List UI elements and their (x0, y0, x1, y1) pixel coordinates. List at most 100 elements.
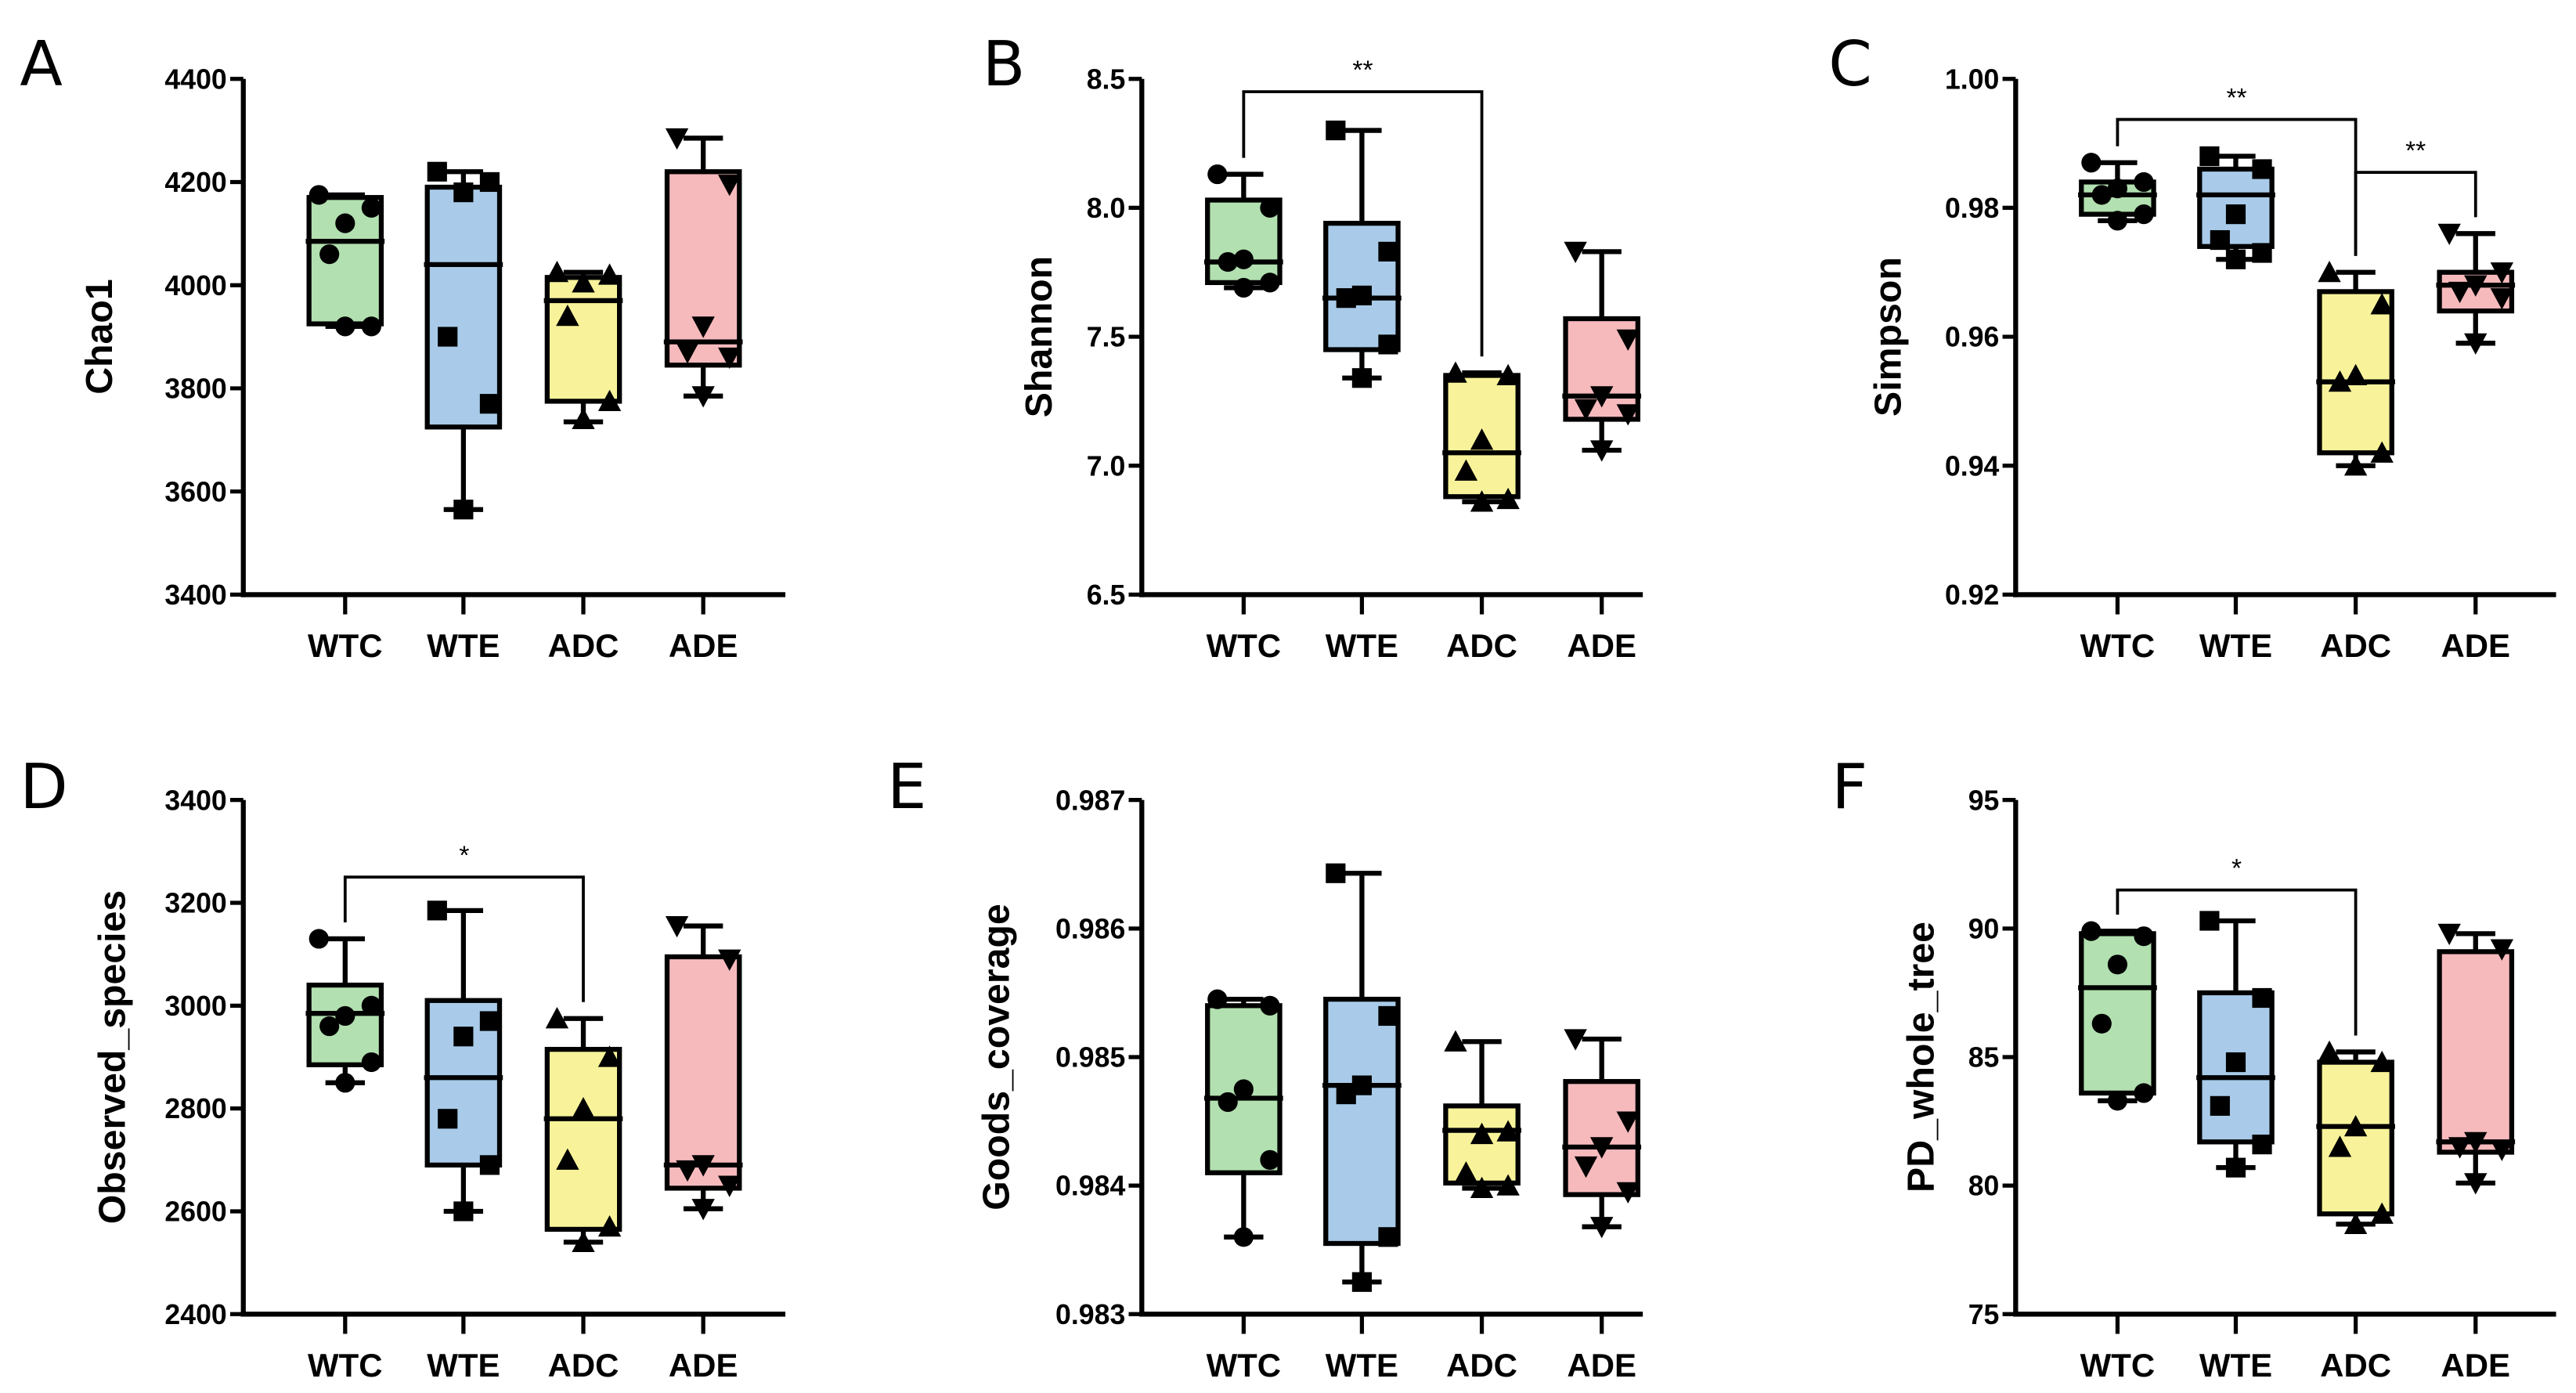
x-tick-label: ADC (548, 1347, 619, 1384)
y-tick-label: 7.5 (1087, 322, 1126, 353)
panel-d: D 2400 2600 2800 3000 3200 3400 Observed_specie… (20, 750, 786, 1384)
data-point-circle (2107, 955, 2128, 975)
data-point-square (479, 171, 500, 193)
y-tick-label: 95 (1968, 785, 2000, 816)
data-point-circle (1233, 277, 1254, 298)
y-tick-label: 0.96 (1945, 322, 1999, 353)
x-tick-label: ADE (2441, 627, 2510, 664)
data-point-circle (1233, 249, 1254, 269)
y-tick-label: 2800 (164, 1093, 226, 1124)
data-point-circle (361, 1052, 381, 1073)
data-point-triangle-down (718, 175, 741, 197)
data-point-triangle-down (1590, 1137, 1614, 1159)
x-tick-label: WTE (2199, 627, 2272, 664)
y-tick-label: 0.94 (1945, 450, 2000, 482)
box-iqr (2437, 949, 2515, 1155)
data-point-circle (2107, 1091, 2128, 1111)
y-tick-label: 3200 (164, 888, 226, 919)
data-point-triangle-up (2318, 261, 2341, 283)
y-tick-label: 0.984 (1055, 1171, 1125, 1202)
data-point-triangle-down (665, 128, 689, 150)
box-iqr (664, 954, 742, 1191)
significance-bracket (1242, 90, 1484, 357)
y-tick-label: 7.0 (1087, 450, 1126, 482)
data-point-triangle-down (1574, 399, 1598, 420)
data-point-triangle-up (2370, 1202, 2394, 1224)
x-tick-label: WTC (308, 627, 383, 664)
data-point-square (2252, 1135, 2272, 1155)
y-tick-label: 8.0 (1087, 193, 1126, 224)
data-point-square (2225, 204, 2246, 225)
box-iqr (544, 275, 622, 404)
data-point-square (427, 161, 447, 182)
x-tick-label: ADE (1567, 627, 1636, 664)
data-point-triangle-up (2343, 1212, 2368, 1234)
data-point-square (479, 1155, 500, 1175)
box-adc (1442, 1030, 1521, 1199)
y-tick-label: 2600 (164, 1196, 226, 1228)
panel-b: B 6.5 7.0 7.5 8.0 8.5 Shannon WTC WTE ADC ADE ** (983, 27, 1643, 664)
data-point-triangle-up (1496, 1120, 1520, 1142)
y-tick-label: 6.5 (1087, 579, 1126, 611)
data-point-triangle-up (545, 1007, 569, 1029)
y-tick-label: 85 (1968, 1042, 2000, 1074)
y-tick-label: 75 (1968, 1299, 2000, 1330)
panel-label: F (1831, 750, 1867, 823)
data-point-circle (1207, 989, 1228, 1009)
data-point-triangle-down (718, 1175, 741, 1197)
significance-label: * (459, 841, 469, 870)
y-tick-label: 3400 (164, 579, 226, 611)
data-point-triangle-up (1444, 1030, 1467, 1052)
y-tick-label: 3600 (164, 476, 226, 507)
data-point-triangle-up (1496, 487, 1520, 510)
data-point-triangle-up (2370, 293, 2394, 315)
significance-label: ** (2226, 84, 2246, 113)
box-adc (2316, 1040, 2395, 1234)
x-tick-label: ADC (2320, 627, 2391, 664)
data-point-circle (319, 1016, 340, 1037)
data-point-square (1378, 334, 1398, 355)
data-point-square (479, 1011, 500, 1031)
data-point-square (453, 182, 474, 203)
data-point-triangle-down (2448, 1137, 2472, 1159)
data-point-square (2199, 911, 2220, 931)
box-iqr (424, 998, 503, 1168)
data-point-square (453, 1027, 474, 1047)
data-point-triangle-down (2437, 923, 2461, 946)
data-point-circle (1233, 1079, 1254, 1099)
panel-label: D (20, 750, 67, 823)
x-tick-label: WTC (2080, 1347, 2156, 1384)
box-adc (543, 1007, 623, 1252)
data-point-square (2252, 243, 2272, 263)
data-point-circle (308, 185, 329, 205)
data-point-triangle-down (2464, 275, 2488, 297)
data-point-triangle-up (545, 261, 569, 283)
significance-label: * (2231, 854, 2242, 883)
y-tick-label: 80 (1968, 1171, 2000, 1202)
data-point-triangle-down (676, 342, 699, 364)
data-point-square (1351, 368, 1372, 388)
data-point-circle (1233, 1227, 1254, 1247)
data-point-square (2199, 146, 2220, 167)
x-tick-label: ADC (548, 627, 619, 664)
data-point-square (1378, 241, 1398, 262)
y-axis-label: Simpson (1867, 257, 1910, 417)
data-point-triangle-down (1590, 440, 1614, 462)
y-axis-label: Goods_coverage (975, 904, 1017, 1211)
data-point-circle (2134, 926, 2154, 947)
x-tick-label: WTE (2199, 1347, 2272, 1384)
box-adc (2316, 261, 2395, 476)
data-point-circle (1207, 164, 1228, 185)
data-point-triangle-down (1616, 329, 1640, 352)
x-tick-label: ADE (669, 627, 738, 664)
data-point-circle (2091, 185, 2112, 205)
box-adc (1442, 361, 1521, 512)
data-point-triangle-down (2490, 288, 2514, 310)
data-point-triangle-up (1454, 459, 1478, 481)
data-point-triangle-down (2490, 1139, 2514, 1161)
box-iqr (2317, 1059, 2394, 1217)
data-point-triangle-down (691, 386, 715, 408)
data-point-triangle-up (2370, 441, 2394, 463)
panel-label: B (983, 27, 1026, 100)
